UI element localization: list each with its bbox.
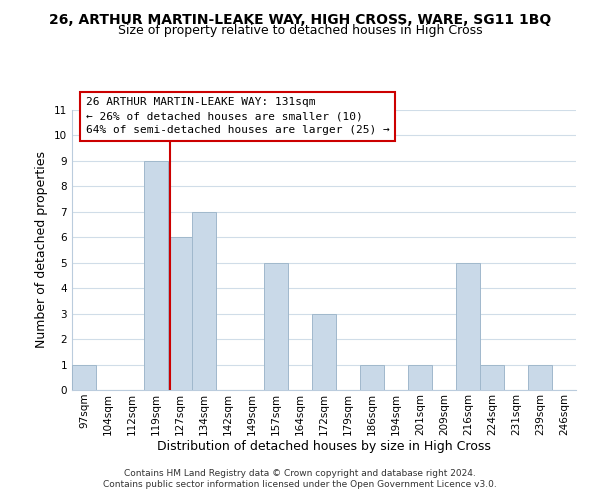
Text: Contains HM Land Registry data © Crown copyright and database right 2024.: Contains HM Land Registry data © Crown c… xyxy=(124,468,476,477)
Y-axis label: Number of detached properties: Number of detached properties xyxy=(35,152,49,348)
Bar xyxy=(144,161,168,390)
X-axis label: Distribution of detached houses by size in High Cross: Distribution of detached houses by size … xyxy=(157,440,491,454)
Bar xyxy=(456,262,480,390)
Text: Size of property relative to detached houses in High Cross: Size of property relative to detached ho… xyxy=(118,24,482,37)
Bar xyxy=(72,364,96,390)
Bar xyxy=(264,262,288,390)
Bar xyxy=(192,212,216,390)
Bar xyxy=(528,364,552,390)
Bar xyxy=(480,364,504,390)
Bar xyxy=(360,364,384,390)
Text: 26, ARTHUR MARTIN-LEAKE WAY, HIGH CROSS, WARE, SG11 1BQ: 26, ARTHUR MARTIN-LEAKE WAY, HIGH CROSS,… xyxy=(49,12,551,26)
Text: 26 ARTHUR MARTIN-LEAKE WAY: 131sqm
← 26% of detached houses are smaller (10)
64%: 26 ARTHUR MARTIN-LEAKE WAY: 131sqm ← 26%… xyxy=(86,98,389,136)
Bar xyxy=(408,364,432,390)
Bar xyxy=(312,314,336,390)
Text: Contains public sector information licensed under the Open Government Licence v3: Contains public sector information licen… xyxy=(103,480,497,489)
Bar xyxy=(168,238,192,390)
